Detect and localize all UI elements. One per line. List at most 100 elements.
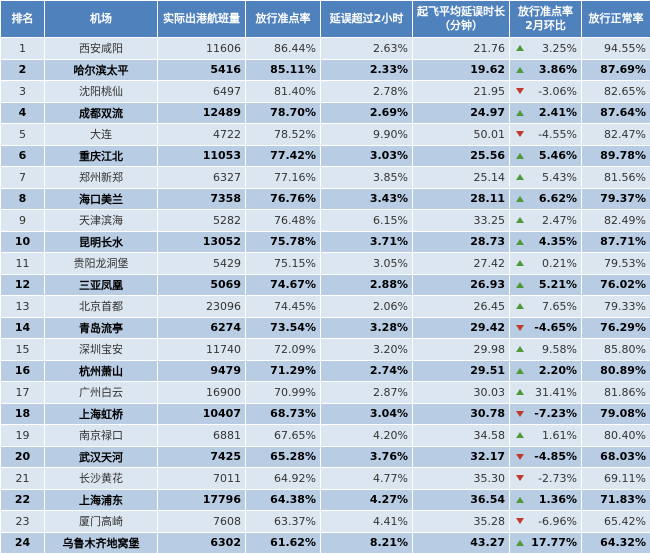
header-ontime: 放行准点率 — [246, 1, 321, 38]
airport-cell: 深圳宝安 — [45, 339, 158, 361]
arrow-up-icon — [516, 368, 524, 374]
rank-cell: 22 — [1, 489, 45, 511]
flights-cell: 5416 — [158, 59, 246, 81]
flights-cell: 4722 — [158, 124, 246, 146]
delay2h-cell: 2.06% — [321, 296, 413, 318]
mom-cell: -7.23% — [510, 403, 582, 425]
avgdelay-cell: 30.78 — [413, 403, 510, 425]
rank-cell: 23 — [1, 511, 45, 533]
ranking-table-container: 排名 机场 实际出港航班量 放行准点率 延误超过2小时 起飞平均延误时长 （分钟… — [0, 0, 650, 532]
mom-content: 9.58% — [510, 343, 581, 356]
arrow-up-icon — [516, 174, 524, 180]
airport-cell: 长沙黄花 — [45, 468, 158, 490]
normal-cell: 87.71% — [582, 231, 650, 253]
ontime-cell: 78.52% — [246, 124, 321, 146]
mom-content: 5.46% — [510, 149, 581, 162]
normal-cell: 85.80% — [582, 339, 650, 361]
mom-content: 2.20% — [510, 364, 581, 377]
ontime-cell: 73.54% — [246, 317, 321, 339]
arrow-up-icon — [516, 153, 524, 159]
arrow-up-icon — [516, 67, 524, 73]
mom-value: 4.35% — [539, 235, 577, 248]
ontime-cell: 76.76% — [246, 188, 321, 210]
ontime-cell: 74.45% — [246, 296, 321, 318]
airport-cell: 海口美兰 — [45, 188, 158, 210]
rank-cell: 19 — [1, 425, 45, 447]
arrow-down-icon — [516, 454, 524, 460]
normal-cell: 76.02% — [582, 274, 650, 296]
ontime-cell: 68.73% — [246, 403, 321, 425]
arrow-up-icon — [516, 389, 524, 395]
mom-cell: 2.47% — [510, 210, 582, 232]
normal-cell: 81.86% — [582, 382, 650, 404]
arrow-up-icon — [516, 217, 524, 223]
mom-value: 0.21% — [542, 257, 577, 270]
arrow-down-icon — [516, 518, 524, 524]
arrow-down-icon — [516, 475, 524, 481]
header-normal: 放行正常率 — [582, 1, 650, 38]
rank-cell: 20 — [1, 446, 45, 468]
mom-content: -2.73% — [510, 472, 581, 485]
mom-cell: -2.73% — [510, 468, 582, 490]
rank-cell: 8 — [1, 188, 45, 210]
airport-cell: 广州白云 — [45, 382, 158, 404]
airport-cell: 成都双流 — [45, 102, 158, 124]
mom-value: 3.25% — [542, 42, 577, 55]
mom-value: -4.55% — [538, 128, 577, 141]
avgdelay-cell: 21.76 — [413, 38, 510, 60]
mom-cell: 1.61% — [510, 425, 582, 447]
avgdelay-cell: 29.98 — [413, 339, 510, 361]
delay2h-cell: 2.88% — [321, 274, 413, 296]
mom-content: -4.85% — [510, 450, 581, 463]
avgdelay-cell: 36.54 — [413, 489, 510, 511]
normal-cell: 80.89% — [582, 360, 650, 382]
arrow-up-icon — [516, 497, 524, 503]
flights-cell: 6881 — [158, 425, 246, 447]
airport-cell: 昆明长水 — [45, 231, 158, 253]
mom-cell: 6.62% — [510, 188, 582, 210]
header-mom-line1: 放行准点率 — [510, 5, 581, 19]
avgdelay-cell: 25.14 — [413, 167, 510, 189]
flights-cell: 5282 — [158, 210, 246, 232]
arrow-up-icon — [516, 540, 524, 546]
normal-cell: 79.53% — [582, 253, 650, 275]
mom-content: 5.43% — [510, 171, 581, 184]
normal-cell: 87.69% — [582, 59, 650, 81]
mom-content: -4.55% — [510, 128, 581, 141]
rank-cell: 6 — [1, 145, 45, 167]
arrow-up-icon — [516, 282, 524, 288]
ontime-cell: 64.38% — [246, 489, 321, 511]
mom-cell: 9.58% — [510, 339, 582, 361]
table-header-row: 排名 机场 实际出港航班量 放行准点率 延误超过2小时 起飞平均延误时长 （分钟… — [1, 1, 650, 38]
arrow-up-icon — [516, 196, 524, 202]
arrow-up-icon — [516, 346, 524, 352]
ontime-cell: 76.48% — [246, 210, 321, 232]
header-mom-line2: 2月环比 — [510, 19, 581, 33]
airport-cell: 大连 — [45, 124, 158, 146]
header-mom: 放行准点率 2月环比 — [510, 1, 582, 38]
flights-cell: 5429 — [158, 253, 246, 275]
arrow-up-icon — [516, 239, 524, 245]
rank-cell: 16 — [1, 360, 45, 382]
rank-cell: 9 — [1, 210, 45, 232]
avgdelay-cell: 24.97 — [413, 102, 510, 124]
mom-content: -3.06% — [510, 85, 581, 98]
rank-cell: 12 — [1, 274, 45, 296]
mom-value: 5.21% — [539, 278, 577, 291]
mom-content: 0.21% — [510, 257, 581, 270]
mom-cell: 3.25% — [510, 38, 582, 60]
avgdelay-cell: 26.93 — [413, 274, 510, 296]
